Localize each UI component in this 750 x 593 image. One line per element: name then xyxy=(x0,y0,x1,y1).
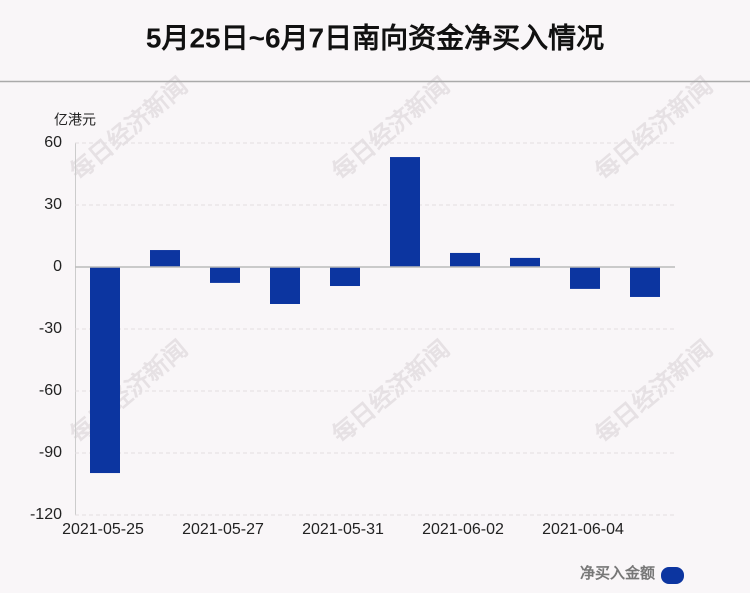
chart-title: 5月25日~6月7日南向资金净买入情况 xyxy=(146,21,604,53)
y-tick-label: 0 xyxy=(53,258,62,275)
x-tick-label: 2021-05-25 xyxy=(62,521,144,538)
bar xyxy=(90,267,120,474)
bar xyxy=(330,267,360,287)
bar xyxy=(570,267,600,289)
bar xyxy=(150,250,180,267)
x-tick-label: 2021-06-04 xyxy=(542,521,624,538)
x-tick-label: 2021-06-02 xyxy=(422,521,504,538)
y-tick-label: 60 xyxy=(44,134,62,151)
legend-swatch xyxy=(661,567,684,584)
y-tick-label: -30 xyxy=(39,320,62,337)
x-tick-label: 2021-05-27 xyxy=(182,521,264,538)
bar xyxy=(390,157,420,267)
bar xyxy=(450,252,480,267)
legend-label: 净买入金额 xyxy=(580,564,655,582)
y-tick-label: -90 xyxy=(39,444,62,461)
bar xyxy=(210,267,240,283)
x-tick-label: 2021-05-31 xyxy=(302,521,384,538)
y-tick-label: -60 xyxy=(39,382,62,399)
bar xyxy=(270,267,300,304)
y-axis-label: 亿港元 xyxy=(54,112,96,128)
bar xyxy=(510,257,540,267)
y-tick-label: -120 xyxy=(30,506,62,523)
y-tick-label: 30 xyxy=(44,196,62,213)
bar xyxy=(630,267,660,297)
